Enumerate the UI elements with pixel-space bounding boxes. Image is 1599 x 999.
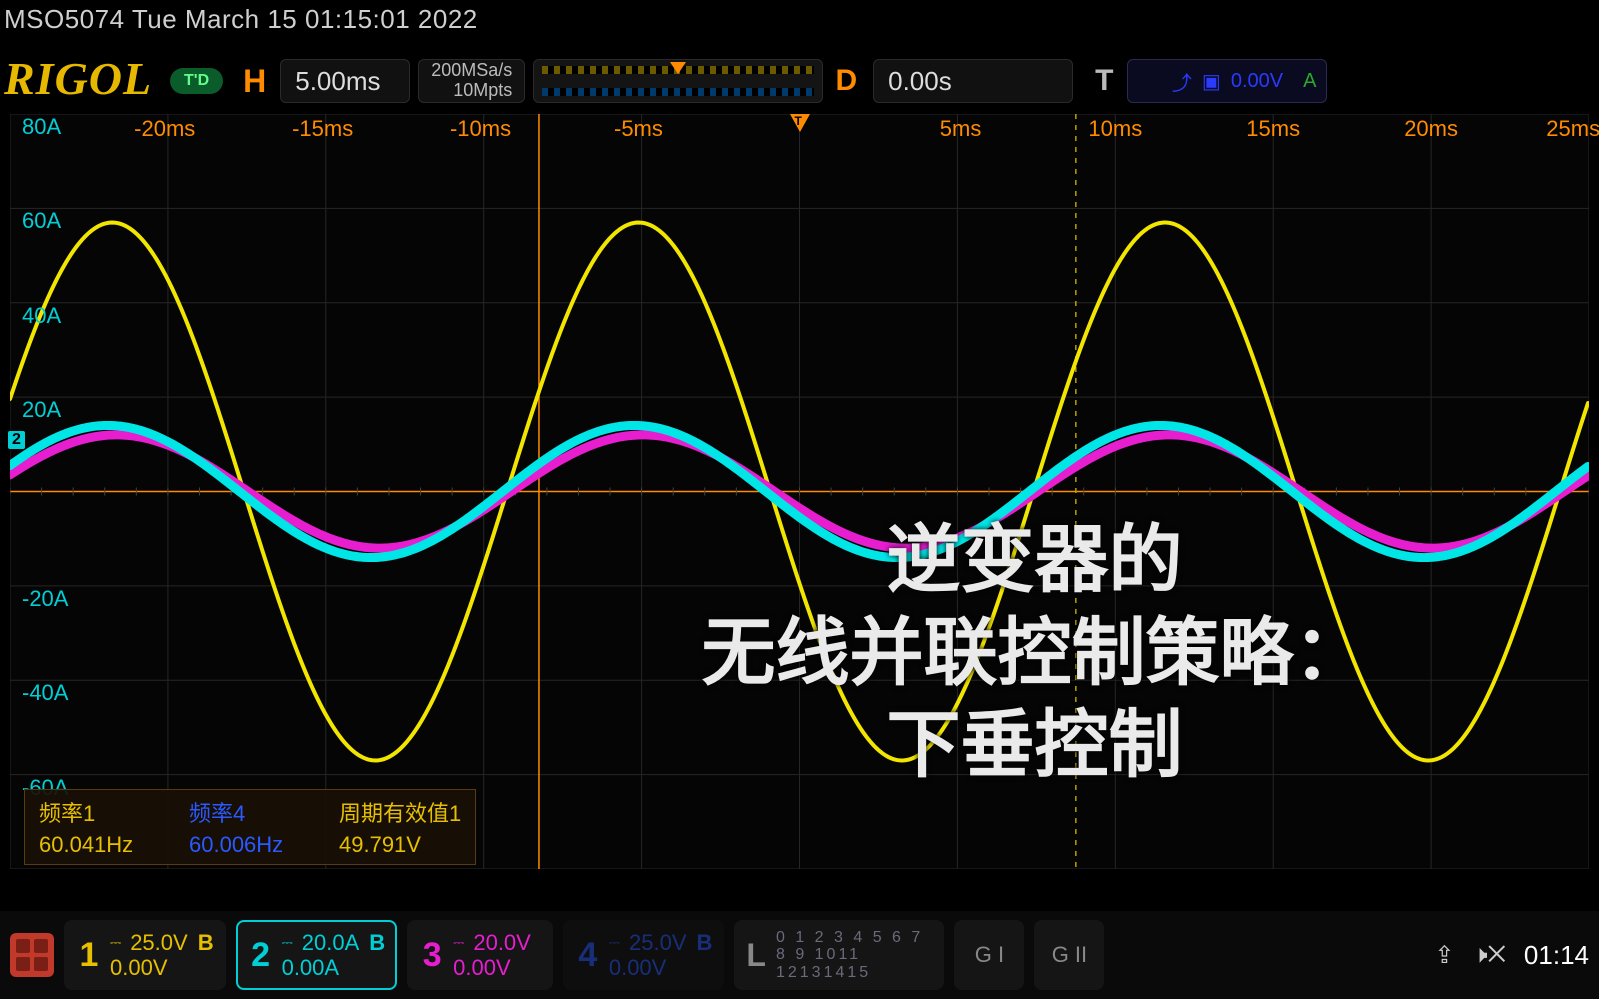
la-row2: 8 9 1011 12131415 (776, 946, 932, 981)
meas-freq4-label: 频率4 (189, 796, 299, 828)
time-axis-label: -20ms (134, 116, 195, 142)
top-toolbar: T'D H 5.00ms 200MSa/s 10Mpts Measure STO… (170, 56, 1589, 106)
delay-label: D (835, 64, 857, 98)
time-axis-label: 25ms (1546, 116, 1599, 142)
channel-1-box[interactable]: 1 ⎓ 25.0V B 0.00V (64, 920, 226, 990)
memory-depth: 10Mpts (453, 81, 512, 101)
trigger-label: T (1095, 64, 1113, 98)
sample-rate: 200MSa/s (431, 61, 512, 81)
channel-3-offset: 0.00V (453, 955, 541, 980)
channel-4-offset: 0.00V (609, 955, 713, 980)
generator1-box[interactable]: G I (954, 920, 1024, 990)
bandwidth-icon: B (697, 930, 713, 955)
meas-freq1-label: 频率1 (39, 796, 149, 828)
time-axis-label: 5ms (940, 116, 982, 142)
brand-logo: RIGOL (4, 52, 152, 105)
waveform-display[interactable]: -20ms-15ms-10ms-5ms5ms10ms15ms20ms25ms 8… (10, 114, 1589, 869)
coupling-icon: ⎓ (609, 934, 619, 950)
amplitude-axis-label: -40A (22, 680, 68, 706)
amplitude-axis-label: 80A (22, 114, 61, 140)
time-axis-label: -10ms (450, 116, 511, 142)
trigger-level-box[interactable]: ⤴ ▣ 0.00V A (1127, 59, 1327, 103)
channel-4-scale: 25.0V (629, 930, 687, 955)
delay-value[interactable]: 0.00s (873, 59, 1073, 103)
channel-2-scale: 20.0A (302, 930, 360, 955)
overlay-caption: 逆变器的 无线并联控制策略： 下垂控制 (520, 514, 1549, 792)
channel-2-box[interactable]: 2 ⎓ 20.0A B 0.00A (236, 920, 398, 990)
trigger-marker-icon (790, 114, 810, 132)
meas-freq1-value: 60.041Hz (39, 832, 149, 858)
meas-rms1-value: 49.791V (339, 832, 461, 858)
clock-time: 01:14 (1524, 940, 1589, 971)
channel-4-number: 4 (575, 936, 601, 975)
trigger-level: 0.00V (1231, 70, 1283, 93)
trigger-mode: A (1303, 70, 1316, 93)
channel-1-scale: 25.0V (130, 930, 188, 955)
overlay-line3: 下垂控制 (520, 699, 1549, 792)
amplitude-axis-label: 20A (22, 397, 61, 423)
generator2-box[interactable]: G II (1034, 920, 1104, 990)
overlay-line1: 逆变器的 (520, 514, 1549, 607)
edge-icon: ⤴ (1172, 67, 1192, 96)
measurement-panel[interactable]: 频率1 60.041Hz 频率4 60.006Hz 周期有效值1 49.791V (24, 789, 476, 865)
coupling-icon: ⎓ (282, 934, 292, 950)
channel-3-box[interactable]: 3 ⎓ 20.0V 0.00V (407, 920, 553, 990)
usb-icon: ⇪ (1434, 941, 1454, 970)
bandwidth-icon: B (369, 930, 385, 955)
time-axis-label: 10ms (1088, 116, 1142, 142)
device-timestamp: MSO5074 Tue March 15 01:15:01 2022 (4, 4, 478, 35)
channel-2-number: 2 (248, 936, 274, 975)
waveform-overview[interactable] (533, 59, 823, 103)
amplitude-axis-label: 60A (22, 208, 61, 234)
sound-icon[interactable]: 🕨✕ (1473, 941, 1506, 969)
channel-3-number: 3 (419, 936, 445, 975)
timebase-value[interactable]: 5.00ms (280, 59, 410, 103)
coupling-icon: ⎓ (453, 934, 463, 950)
channel-3-scale: 20.0V (473, 930, 531, 955)
sample-rate-box: 200MSa/s 10Mpts (418, 59, 525, 103)
footer-bar: 1 ⎓ 25.0V B 0.00V 2 ⎓ 20.0A B 0.00A 3 ⎓ 20.… (0, 911, 1599, 999)
logic-analyzer-box[interactable]: L 0 1 2 3 4 5 6 7 8 9 1011 12131415 (734, 920, 944, 990)
meas-freq4-value: 60.006Hz (189, 832, 299, 858)
la-row1: 0 1 2 3 4 5 6 7 (776, 929, 932, 947)
trigger-ch-icon: ▣ (1202, 69, 1221, 94)
timebase-label: H (243, 63, 266, 100)
channel-4-box[interactable]: 4 ⎓ 25.0V B 0.00V (563, 920, 725, 990)
channel-2-offset: 0.00A (282, 955, 386, 980)
time-axis-label: 20ms (1404, 116, 1458, 142)
amplitude-axis-label: -20A (22, 586, 68, 612)
meas-rms1-label: 周期有效值1 (339, 796, 461, 828)
trigger-status-badge: T'D (170, 68, 223, 94)
overlay-line2: 无线并联控制策略： (520, 607, 1549, 700)
amplitude-axis-label: 40A (22, 303, 61, 329)
channel-1-number: 1 (76, 936, 102, 975)
layout-grid-icon[interactable] (10, 933, 54, 977)
coupling-icon: ⎓ (110, 934, 120, 950)
channel-1-offset: 0.00V (110, 955, 214, 980)
time-axis-label: -15ms (292, 116, 353, 142)
la-label: L (746, 937, 766, 974)
time-axis-label: 15ms (1246, 116, 1300, 142)
bandwidth-icon: B (198, 930, 214, 955)
time-axis-label: -5ms (614, 116, 663, 142)
channel-marker: 2 (8, 431, 25, 449)
